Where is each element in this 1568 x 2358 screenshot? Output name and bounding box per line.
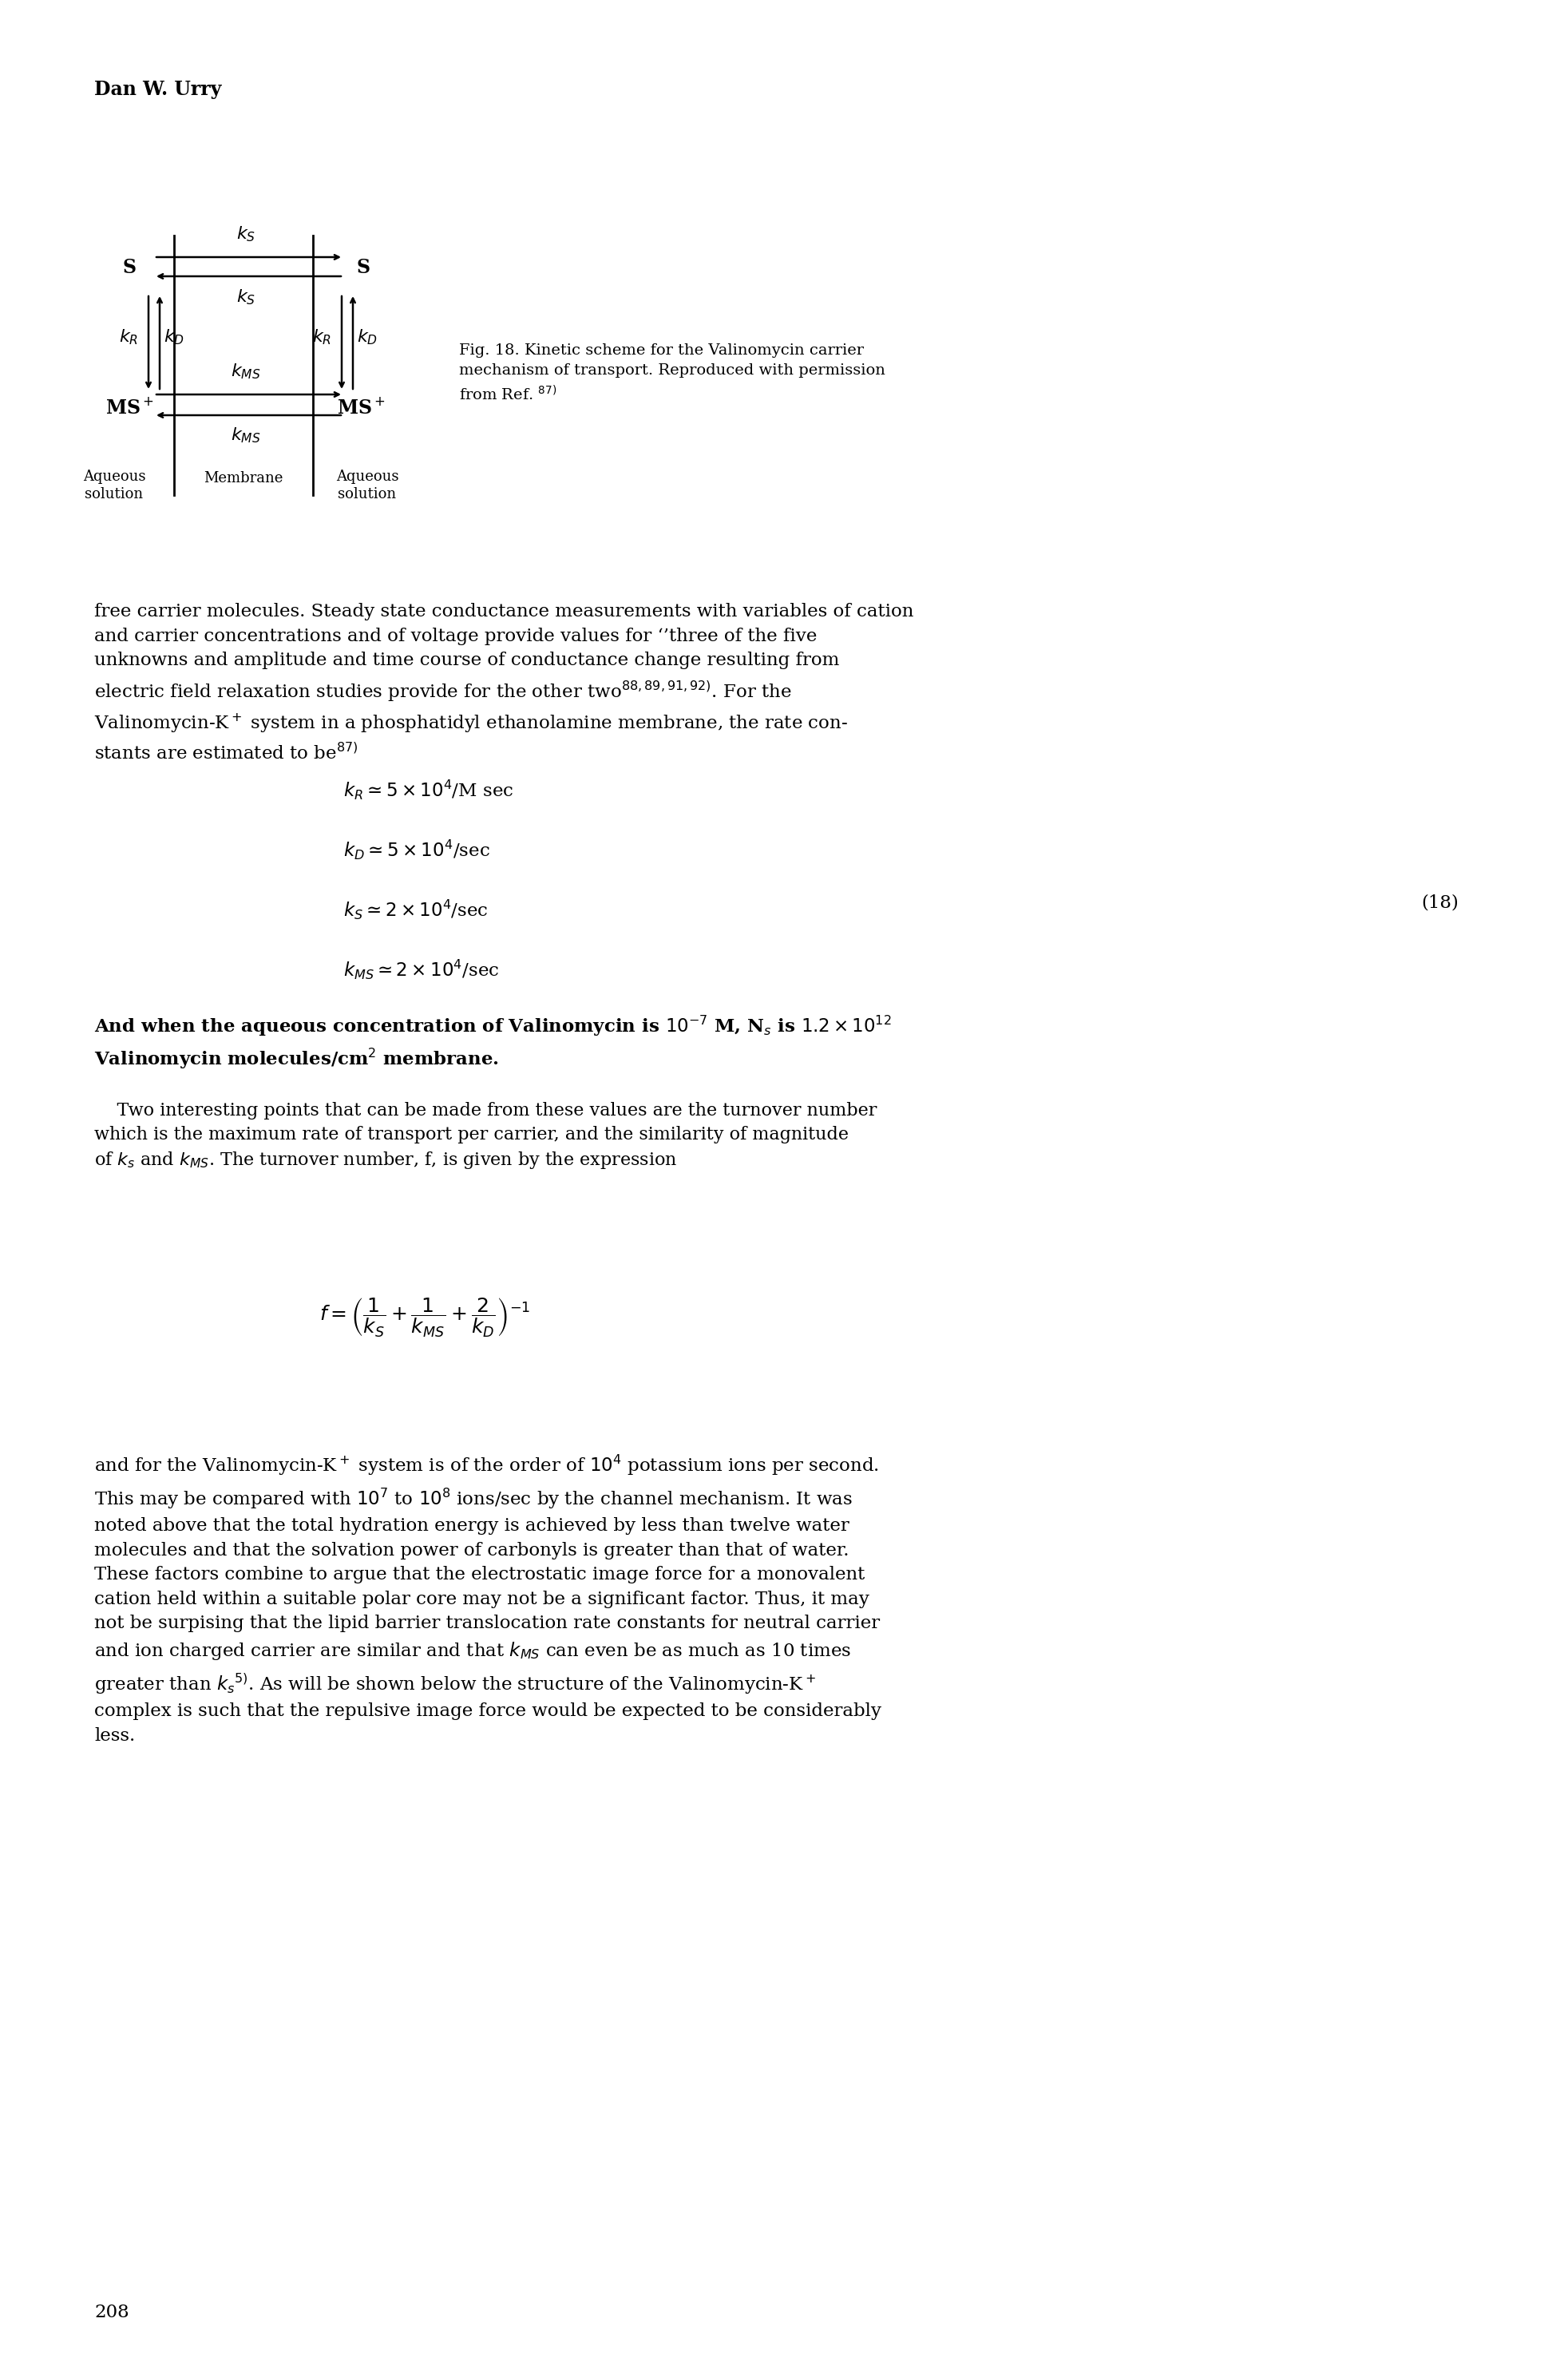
Text: S: S (356, 257, 370, 278)
Text: MS$^+$: MS$^+$ (337, 396, 386, 417)
Text: Two interesting points that can be made from these values are the turnover numbe: Two interesting points that can be made … (94, 1101, 877, 1172)
Text: $k_{MS} \simeq 2\times10^4$/sec: $k_{MS} \simeq 2\times10^4$/sec (343, 957, 499, 981)
Text: 208: 208 (94, 2304, 129, 2320)
Text: $k_D$: $k_D$ (163, 328, 185, 347)
Text: $k_{MS}$: $k_{MS}$ (230, 363, 260, 382)
Text: and for the Valinomycin-K$^+$ system is of the order of $10^4$ potassium ions pe: and for the Valinomycin-K$^+$ system is … (94, 1453, 881, 1745)
Text: $k_R$: $k_R$ (119, 328, 138, 347)
Text: $k_S \simeq 2\times10^4$/sec: $k_S \simeq 2\times10^4$/sec (343, 898, 488, 922)
Text: $k_R$: $k_R$ (312, 328, 331, 347)
Text: $k_D \simeq 5\times10^4$/sec: $k_D \simeq 5\times10^4$/sec (343, 839, 491, 861)
Text: Dan W. Urry: Dan W. Urry (94, 80, 221, 99)
Text: free carrier molecules. Steady state conductance measurements with variables of : free carrier molecules. Steady state con… (94, 604, 914, 764)
Text: Aqueous
solution: Aqueous solution (83, 469, 146, 502)
Text: $f = \left(\dfrac{1}{k_S} + \dfrac{1}{k_{MS}} + \dfrac{2}{k_D}\right)^{-1}$: $f = \left(\dfrac{1}{k_S} + \dfrac{1}{k_… (320, 1297, 530, 1339)
Text: $k_{MS}$: $k_{MS}$ (230, 424, 260, 443)
Text: $k_S$: $k_S$ (237, 288, 256, 307)
Text: Fig. 18. Kinetic scheme for the Valinomycin carrier
mechanism of transport. Repr: Fig. 18. Kinetic scheme for the Valinomy… (459, 344, 886, 403)
Text: $k_D$: $k_D$ (358, 328, 378, 347)
Text: Aqueous
solution: Aqueous solution (336, 469, 398, 502)
Text: MS$^+$: MS$^+$ (105, 396, 154, 417)
Text: $k_S$: $k_S$ (237, 224, 256, 243)
Text: And when the aqueous concentration of Valinomycin is $10^{-7}$ M, N$_s$ is $1.2\: And when the aqueous concentration of Va… (94, 1014, 892, 1071)
Text: $k_R \simeq 5\times10^4$/M sec: $k_R \simeq 5\times10^4$/M sec (343, 778, 514, 802)
Text: S: S (122, 257, 136, 278)
Text: (18): (18) (1421, 894, 1458, 913)
Text: Membrane: Membrane (204, 472, 284, 486)
